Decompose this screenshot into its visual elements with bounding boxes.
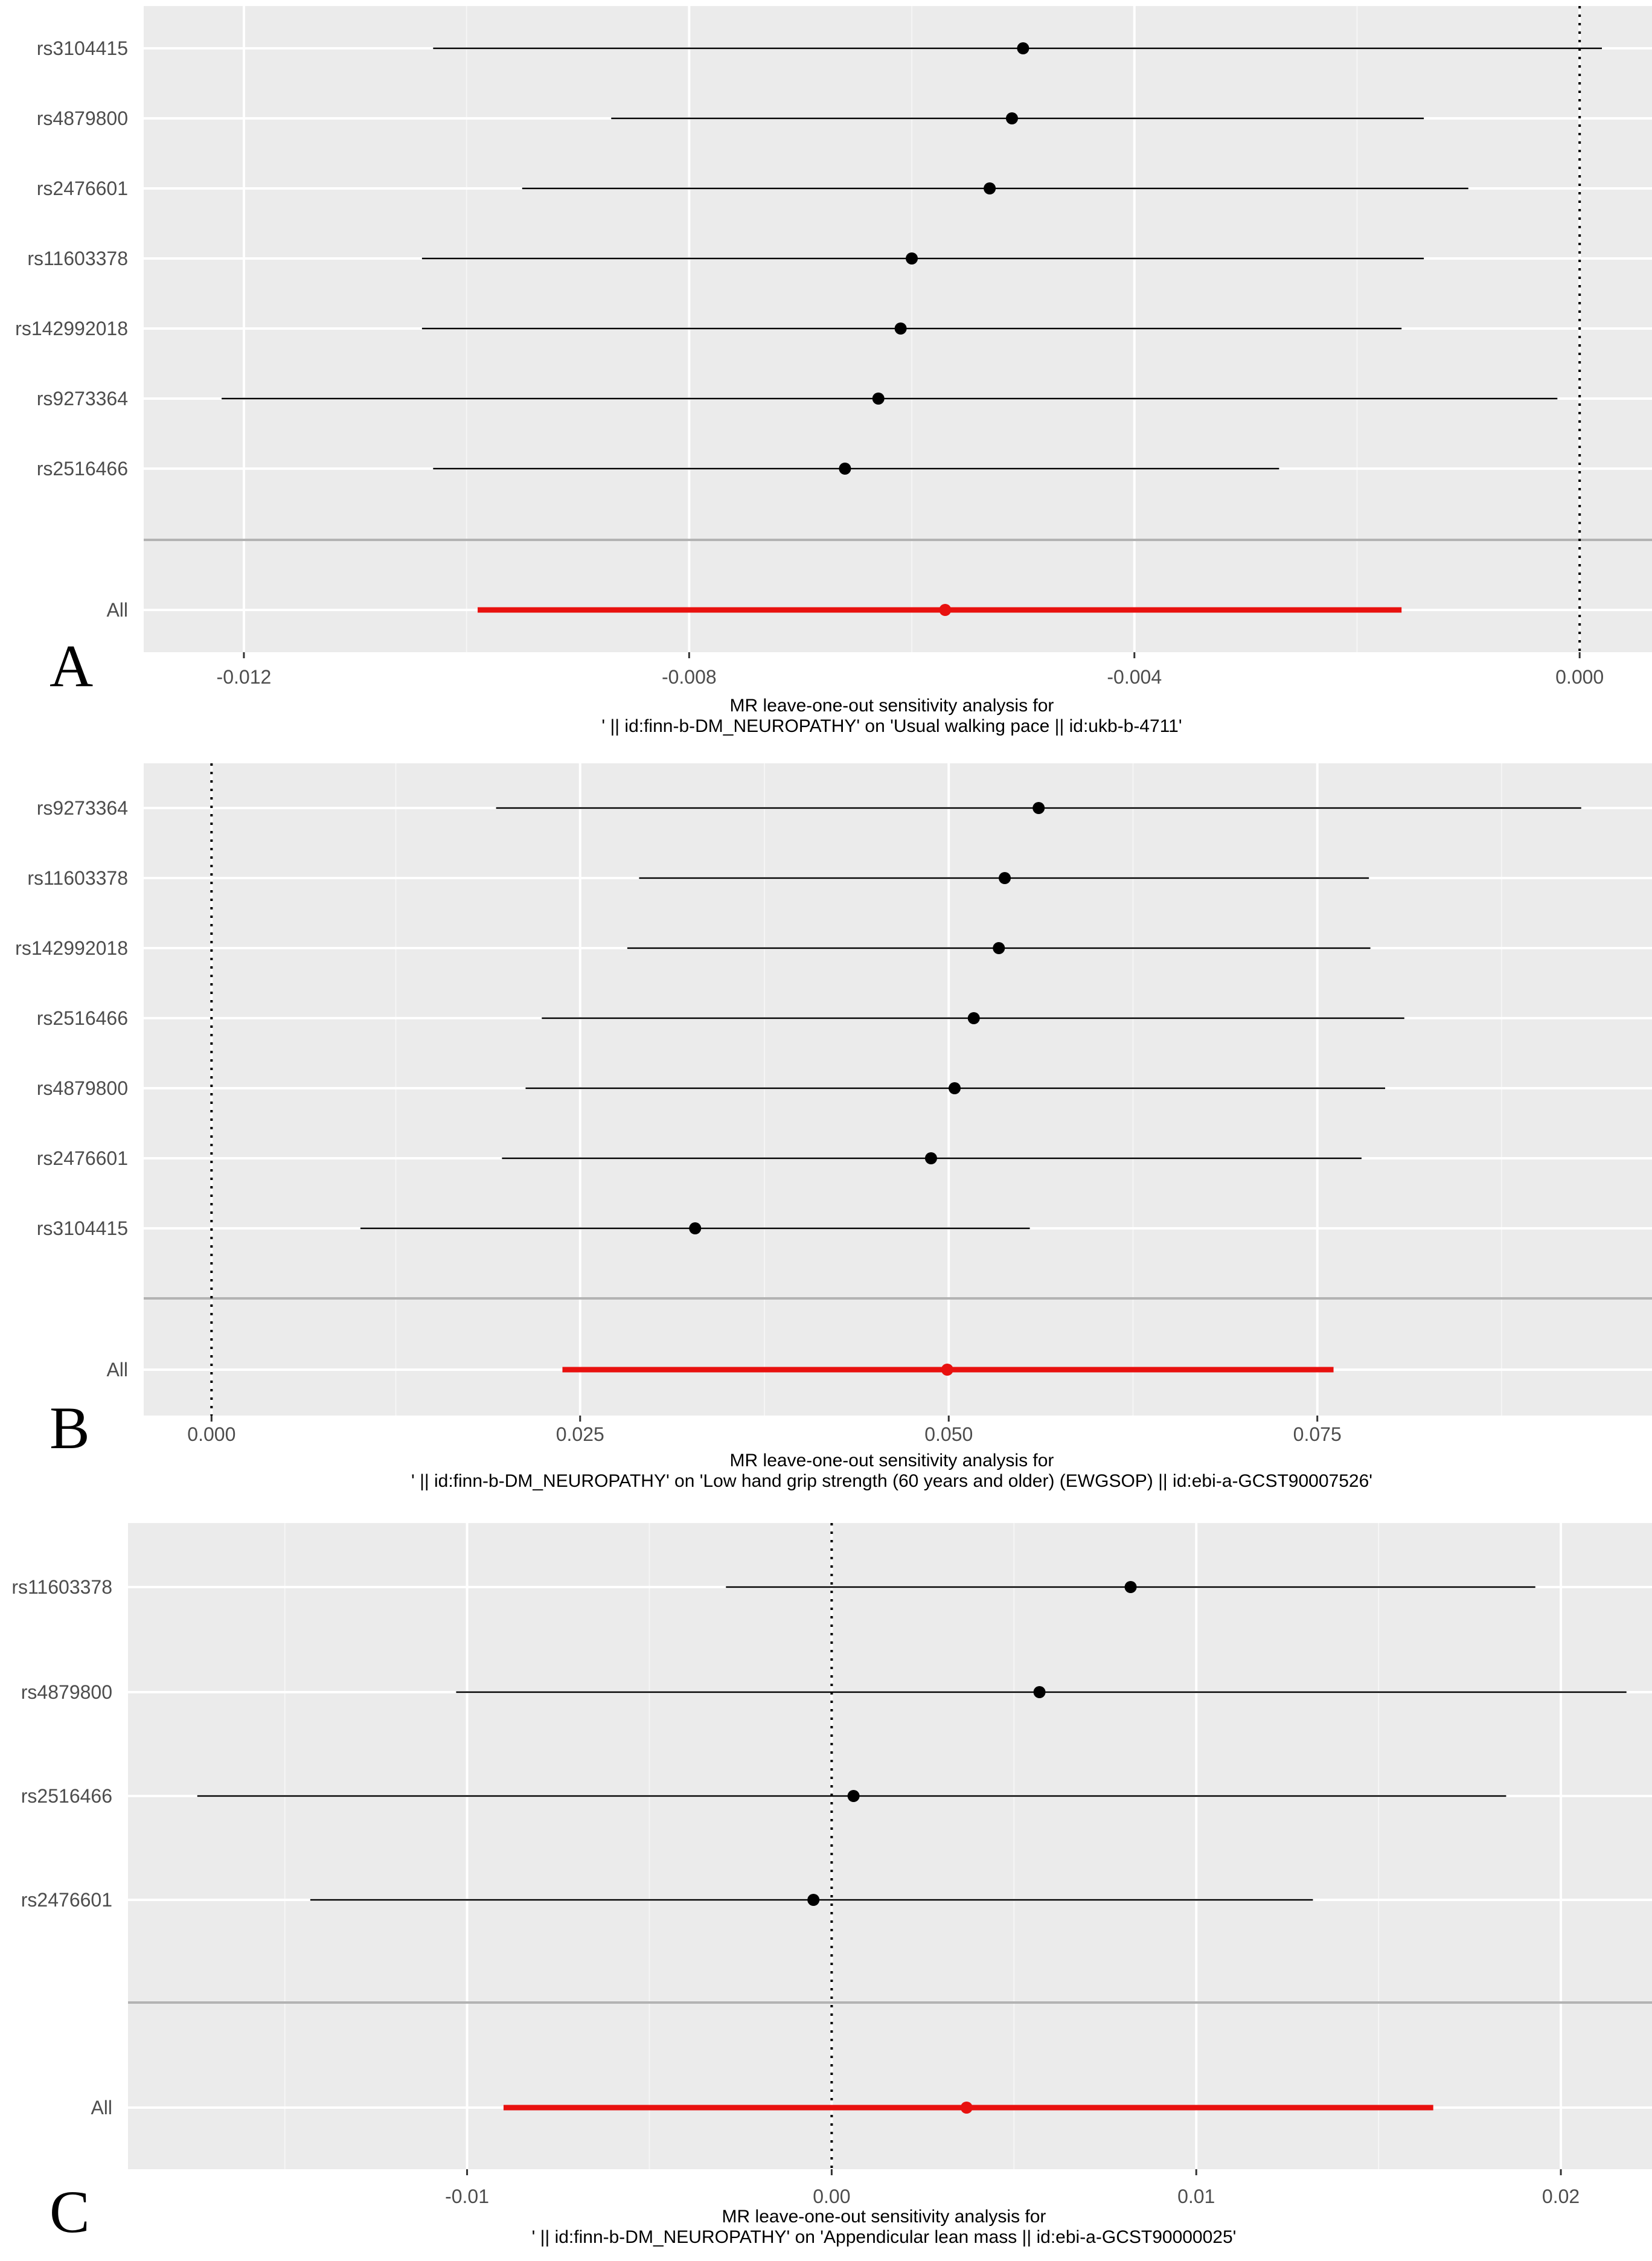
snp-label: rs2476601 [37, 1147, 128, 1169]
panel-c: rs11603378 rs4879800 rs2516466 rs2476601 All… [11, 1523, 1652, 2247]
snp-point [993, 942, 1005, 954]
axis-caption-line2: ' || id:finn-b-DM_NEUROPATHY' on 'Append… [532, 2227, 1237, 2247]
axis-caption-line1: MR leave-one-out sensitivity analysis fo… [722, 2207, 1046, 2227]
panel-background [128, 1523, 1652, 2169]
axis-caption-line2: ' || id:finn-b-DM_NEUROPATHY' on 'Usual … [601, 716, 1182, 736]
snp-point [984, 182, 996, 194]
x-tick-label: -0.01 [445, 2186, 489, 2207]
snp-point [906, 252, 918, 265]
axis-caption-line1: MR leave-one-out sensitivity analysis fo… [730, 1451, 1054, 1470]
snp-label: rs2516466 [37, 1007, 128, 1029]
x-tick-label: 0.025 [556, 1423, 604, 1445]
snp-point [1033, 1686, 1046, 1698]
snp-label: rs11603378 [27, 248, 128, 269]
panel-letter: C [50, 2178, 90, 2245]
x-tick-label: -0.012 [217, 666, 272, 688]
x-tick-label: 0.02 [1542, 2186, 1580, 2207]
panel-letter: A [50, 632, 93, 699]
x-tick-label: 0.000 [1555, 666, 1604, 688]
snp-point [924, 1152, 937, 1164]
snp-point [999, 872, 1011, 884]
snp-label: rs2516466 [37, 458, 128, 479]
panel-a: rs3104415 rs4879800 rs2476601 rs11603378 rs1… [15, 6, 1652, 736]
all-point [939, 604, 952, 616]
snp-point [1017, 42, 1029, 54]
x-tick-label: -0.004 [1107, 666, 1162, 688]
snp-label: rs2476601 [37, 178, 128, 199]
axis-caption-line2: ' || id:finn-b-DM_NEUROPATHY' on 'Low ha… [411, 1471, 1372, 1491]
snp-point [1032, 802, 1045, 814]
x-tick-label: 0.01 [1177, 2186, 1215, 2207]
all-label: All [91, 2097, 112, 2118]
snp-point [807, 1894, 820, 1906]
snp-label: rs2476601 [21, 1889, 112, 1911]
snp-point [894, 322, 907, 335]
x-tick-label: 0.000 [187, 1423, 235, 1445]
snp-label: rs11603378 [27, 867, 128, 889]
panel-b: rs9273364 rs11603378 rs142992018 rs2516466 r… [15, 763, 1652, 1491]
all-point [941, 1364, 953, 1376]
axis-caption-line1: MR leave-one-out sensitivity analysis fo… [730, 696, 1054, 716]
snp-point [1005, 112, 1018, 124]
snp-label: rs9273364 [37, 797, 128, 819]
all-label: All [106, 599, 128, 621]
snp-label: rs3104415 [37, 1217, 128, 1239]
snp-point [689, 1222, 702, 1234]
snp-point [839, 463, 851, 475]
snp-label: rs11603378 [11, 1576, 112, 1598]
snp-label: rs3104415 [37, 37, 128, 59]
x-tick-label: -0.008 [662, 666, 717, 688]
panel-letter: B [50, 1394, 90, 1461]
snp-label: rs9273364 [37, 388, 128, 409]
snp-point [967, 1012, 980, 1024]
snp-label: rs4879800 [37, 107, 128, 129]
snp-label: rs2516466 [21, 1785, 112, 1807]
all-point [960, 2102, 973, 2114]
snp-point [872, 393, 885, 405]
snp-label: rs142992018 [15, 937, 128, 959]
all-label: All [106, 1359, 128, 1381]
snp-label: rs142992018 [15, 318, 128, 339]
x-tick-label: 0.00 [813, 2186, 850, 2207]
snp-label: rs4879800 [37, 1077, 128, 1099]
snp-point [1124, 1581, 1137, 1593]
snp-point [949, 1082, 961, 1094]
x-tick-label: 0.050 [924, 1423, 973, 1445]
snp-label: rs4879800 [21, 1681, 112, 1703]
snp-point [847, 1790, 860, 1802]
x-tick-label: 0.075 [1293, 1423, 1342, 1445]
